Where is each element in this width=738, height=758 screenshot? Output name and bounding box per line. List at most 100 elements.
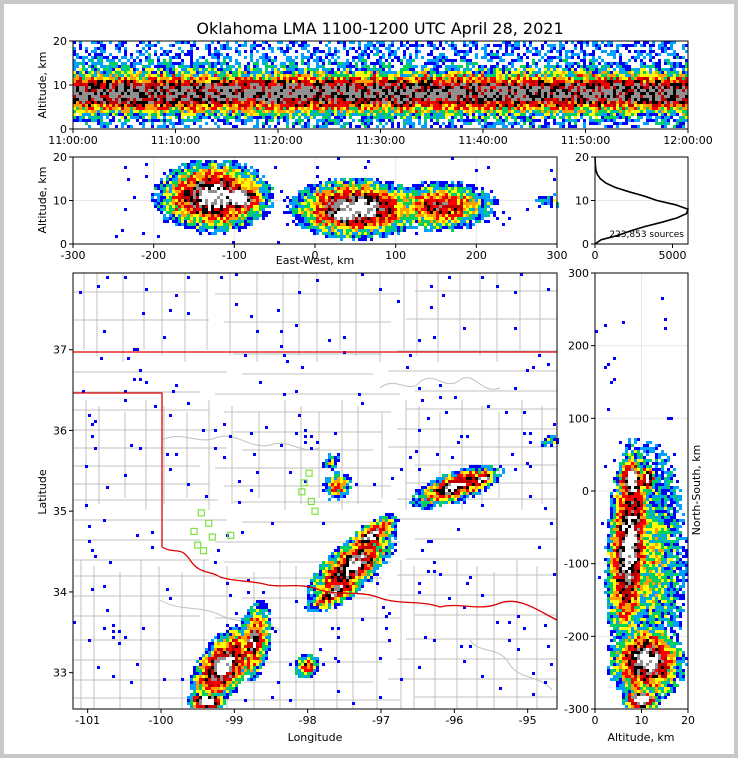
time-height-cell	[406, 119, 409, 122]
time-height-cell	[127, 68, 130, 71]
time-height-cell	[409, 116, 412, 119]
time-height-cell	[190, 86, 193, 89]
time-height-cell	[142, 86, 145, 89]
time-height-cell	[82, 104, 85, 107]
time-height-cell	[658, 113, 661, 116]
time-height-cell	[454, 65, 457, 68]
time-height-cell	[631, 68, 634, 71]
time-height-cell	[313, 95, 316, 98]
time-height-cell	[451, 80, 454, 83]
time-height-cell	[355, 113, 358, 116]
time-height-cell	[292, 110, 295, 113]
time-height-cell	[202, 62, 205, 65]
time-height-cell	[553, 83, 556, 86]
time-height-cell	[112, 113, 115, 116]
time-height-cell	[322, 62, 325, 65]
time-height-cell	[181, 41, 184, 44]
time-height-cell	[409, 113, 412, 116]
time-height-cell	[433, 59, 436, 62]
time-height-cell	[148, 41, 151, 44]
time-height-cell	[73, 59, 76, 62]
time-height-cell	[277, 68, 280, 71]
time-height-cell	[676, 95, 679, 98]
ew-density-cell	[178, 169, 181, 172]
time-height-cell	[472, 86, 475, 89]
time-height-cell	[169, 80, 172, 83]
time-height-cell	[277, 104, 280, 107]
time-height-cell	[451, 119, 454, 122]
time-height-cell	[622, 107, 625, 110]
time-height-cell	[418, 44, 421, 47]
time-height-cell	[580, 116, 583, 119]
time-height-cell	[262, 80, 265, 83]
time-height-cell	[193, 80, 196, 83]
time-height-cell	[85, 119, 88, 122]
time-height-cell	[193, 92, 196, 95]
time-height-cell	[667, 80, 670, 83]
time-height-cell	[535, 50, 538, 53]
time-height-cell	[352, 47, 355, 50]
ew-density-cell	[211, 172, 214, 175]
time-height-cell	[613, 122, 616, 125]
time-height-cell	[238, 92, 241, 95]
time-height-cell	[259, 74, 262, 77]
time-height-cell	[310, 53, 313, 56]
time-height-cell	[73, 50, 76, 53]
time-height-cell	[379, 110, 382, 113]
time-height-cell	[247, 89, 250, 92]
time-height-cell	[94, 119, 97, 122]
time-height-cell	[388, 47, 391, 50]
time-height-cell	[466, 80, 469, 83]
time-height-cell	[373, 107, 376, 110]
time-height-cell	[262, 92, 265, 95]
time-height-cell	[205, 62, 208, 65]
time-height-cell	[397, 122, 400, 125]
time-height-cell	[280, 95, 283, 98]
time-height-cell	[475, 68, 478, 71]
ew-density-cell	[208, 178, 211, 181]
time-height-cell	[394, 56, 397, 59]
time-height-cell	[568, 95, 571, 98]
time-height-cell	[430, 113, 433, 116]
time-height-cell	[613, 116, 616, 119]
time-height-cell	[142, 92, 145, 95]
time-height-cell	[577, 89, 580, 92]
time-height-cell	[127, 95, 130, 98]
time-height-cell	[421, 98, 424, 101]
time-height-cell	[238, 65, 241, 68]
time-height-cell	[451, 95, 454, 98]
time-height-cell	[658, 62, 661, 65]
time-height-cell	[412, 104, 415, 107]
time-height-cell	[400, 92, 403, 95]
time-height-cell	[667, 41, 670, 44]
time-height-cell	[595, 107, 598, 110]
time-height-cell	[253, 95, 256, 98]
time-height-cell	[274, 101, 277, 104]
time-height-cell	[676, 101, 679, 104]
time-height-cell	[595, 71, 598, 74]
time-height-cell	[424, 68, 427, 71]
time-height-cell	[565, 83, 568, 86]
time-height-cell	[295, 77, 298, 80]
time-height-cell	[415, 74, 418, 77]
time-height-cell	[100, 83, 103, 86]
time-height-cell	[202, 104, 205, 107]
time-height-cell	[94, 104, 97, 107]
time-height-cell	[358, 89, 361, 92]
time-height-cell	[352, 119, 355, 122]
time-height-cell	[373, 92, 376, 95]
time-height-cell	[73, 86, 76, 89]
time-height-cell	[79, 83, 82, 86]
time-height-cell	[529, 110, 532, 113]
time-height-cell	[409, 98, 412, 101]
time-height-cell	[508, 62, 511, 65]
time-height-cell	[466, 59, 469, 62]
time-height-cell	[577, 53, 580, 56]
ew-density-cell	[199, 175, 202, 178]
time-height-cell	[436, 83, 439, 86]
time-height-cell	[250, 104, 253, 107]
time-height-cell	[676, 53, 679, 56]
time-height-cell	[301, 71, 304, 74]
time-height-cell	[547, 56, 550, 59]
time-height-cell	[367, 44, 370, 47]
